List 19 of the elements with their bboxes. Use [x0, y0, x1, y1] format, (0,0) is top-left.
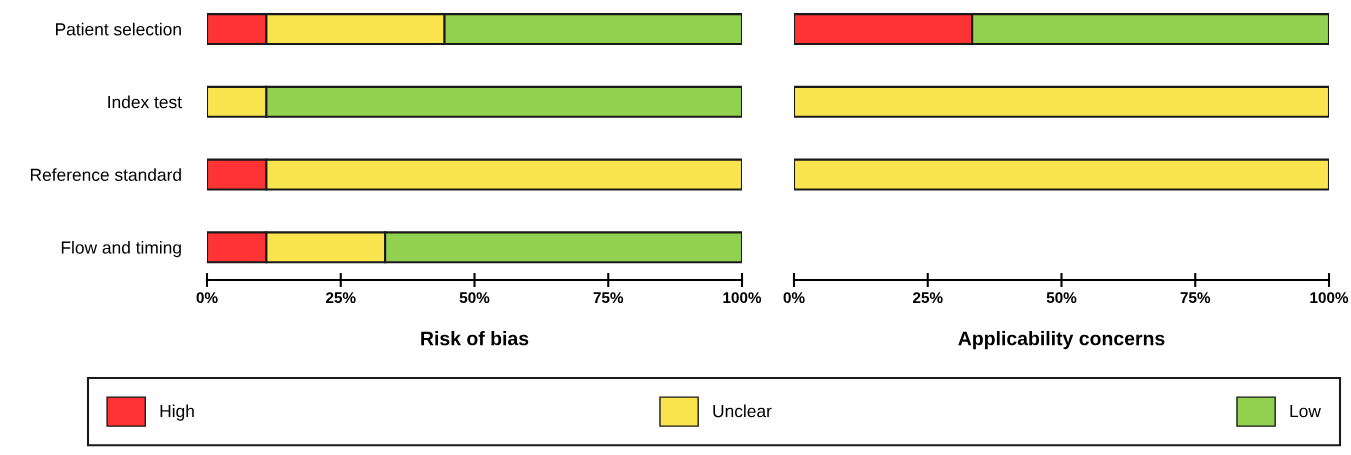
y-tick-label: Flow and timing — [61, 240, 181, 258]
x-tick-label: 100% — [723, 292, 762, 304]
x-tick-label: 25% — [912, 292, 943, 304]
x-tick-label: 25% — [325, 292, 356, 304]
legend-label: High — [160, 404, 194, 421]
x-tick-label: 75% — [593, 292, 624, 304]
x-tick-label: 50% — [459, 292, 490, 304]
x-tick-label: 100% — [1310, 292, 1349, 304]
y-tick-label: Patient selection — [56, 22, 181, 36]
legend-label: Low — [1290, 405, 1321, 418]
x-tick-label: 0% — [783, 292, 805, 304]
y-tick-label: Index test — [108, 95, 182, 109]
x-tick-label: 50% — [1046, 292, 1077, 304]
y-tick-label: Reference standard — [30, 168, 181, 181]
legend-label: Unclear — [713, 404, 772, 418]
x-tick-label: 0% — [196, 292, 218, 304]
x-axis-title: Risk of bias — [421, 331, 529, 346]
x-axis-title: Applicability concerns — [958, 331, 1165, 350]
x-tick-label: 75% — [1180, 292, 1211, 304]
